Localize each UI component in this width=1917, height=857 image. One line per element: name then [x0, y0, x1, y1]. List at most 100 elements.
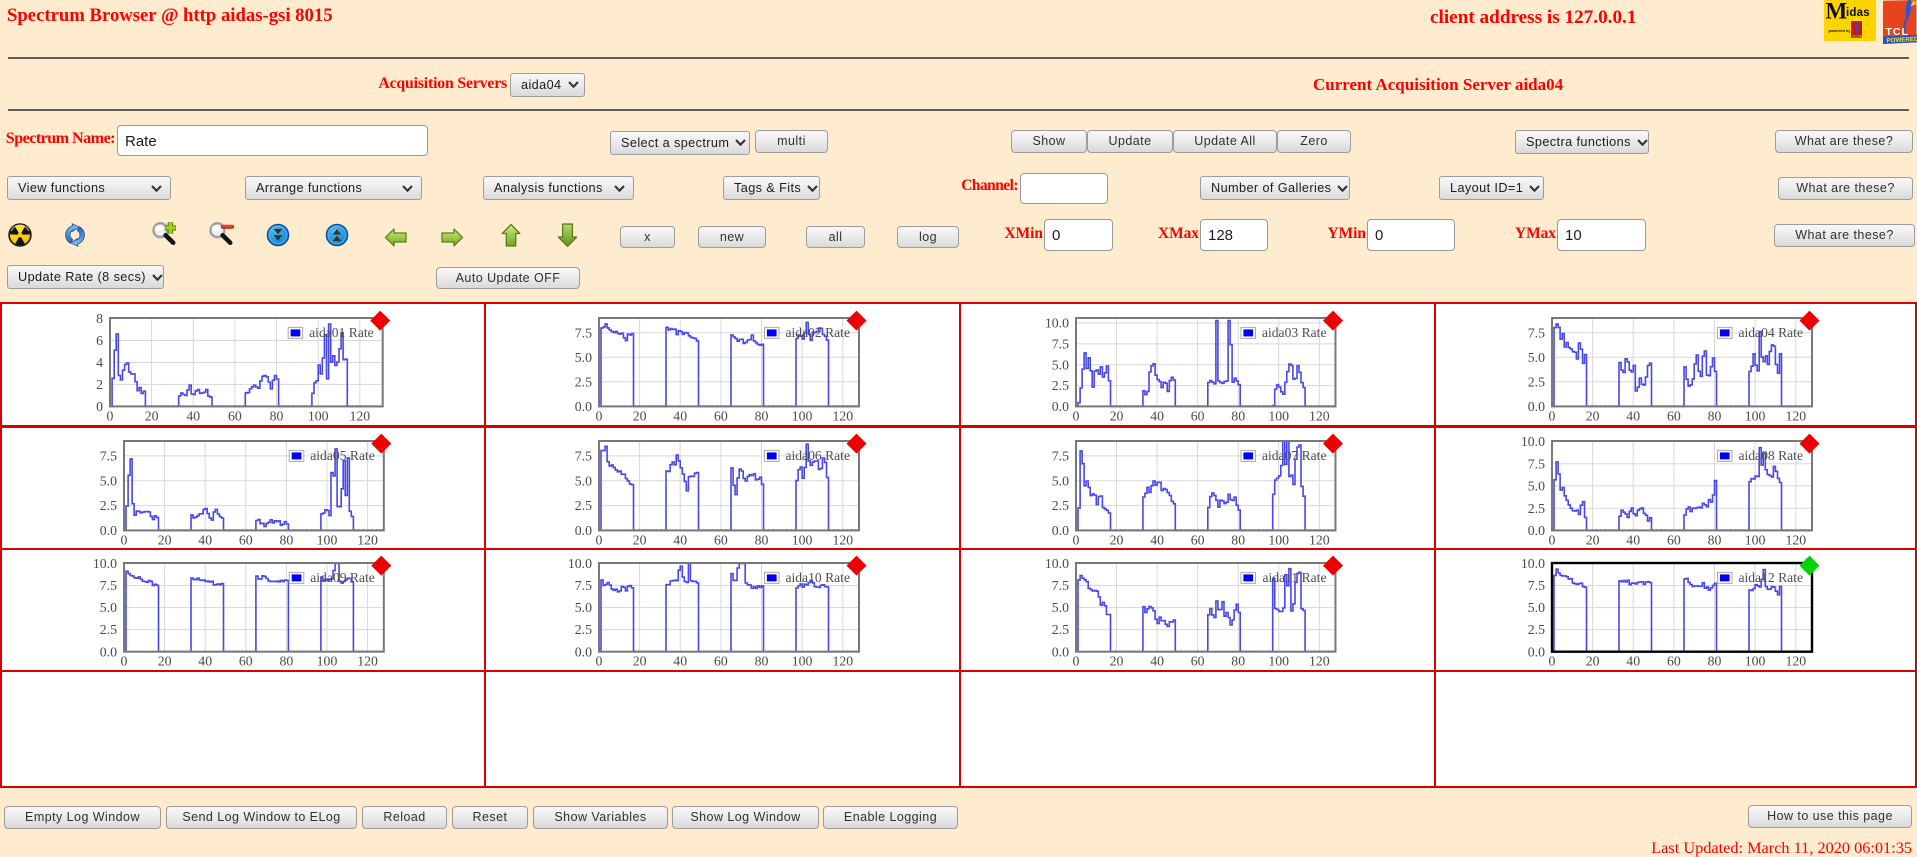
svg-text:60: 60	[1190, 532, 1204, 547]
svg-text:7.5: 7.5	[1051, 449, 1068, 464]
svg-text:5.0: 5.0	[100, 600, 117, 615]
svg-text:aida12 Rate: aida12 Rate	[1738, 570, 1803, 585]
svg-text:10.0: 10.0	[1044, 556, 1068, 571]
svg-text:0.0: 0.0	[1527, 523, 1544, 538]
svg-text:0: 0	[1548, 654, 1555, 669]
svg-text:0.0: 0.0	[100, 523, 117, 538]
svg-text:aida05 Rate: aida05 Rate	[310, 448, 375, 463]
svg-text:60: 60	[714, 654, 728, 669]
svg-text:100: 100	[308, 408, 329, 423]
svg-text:120: 120	[832, 654, 853, 669]
svg-text:5.0: 5.0	[100, 473, 117, 488]
svg-text:0: 0	[120, 654, 127, 669]
svg-text:40: 40	[198, 532, 212, 547]
svg-text:0.0: 0.0	[100, 644, 117, 659]
svg-text:20: 20	[1585, 408, 1599, 423]
svg-text:0: 0	[596, 532, 603, 547]
svg-text:5.0: 5.0	[1527, 350, 1544, 365]
svg-text:0: 0	[96, 399, 103, 414]
svg-text:0.0: 0.0	[575, 523, 592, 538]
svg-text:7.5: 7.5	[1051, 578, 1068, 593]
svg-text:60: 60	[1190, 654, 1204, 669]
svg-text:0: 0	[1548, 532, 1555, 547]
svg-text:5.0: 5.0	[575, 600, 592, 615]
svg-text:aida04 Rate: aida04 Rate	[1738, 325, 1803, 340]
svg-text:5.0: 5.0	[575, 473, 592, 488]
svg-text:5.0: 5.0	[1051, 473, 1068, 488]
svg-text:7.5: 7.5	[575, 578, 592, 593]
svg-text:2.5: 2.5	[1051, 498, 1068, 513]
svg-text:8: 8	[96, 311, 103, 326]
svg-text:60: 60	[1667, 408, 1681, 423]
svg-text:20: 20	[144, 408, 158, 423]
svg-text:80: 80	[279, 532, 293, 547]
svg-text:20: 20	[633, 408, 647, 423]
svg-text:0.0: 0.0	[1527, 644, 1544, 659]
svg-text:aida09 Rate: aida09 Rate	[310, 570, 375, 585]
svg-text:60: 60	[714, 532, 728, 547]
svg-text:0: 0	[596, 408, 603, 423]
svg-text:60: 60	[1667, 654, 1681, 669]
svg-text:2.5: 2.5	[575, 374, 592, 389]
svg-text:2.5: 2.5	[575, 498, 592, 513]
svg-text:10.0: 10.0	[568, 556, 592, 571]
svg-text:aida02 Rate: aida02 Rate	[785, 325, 850, 340]
svg-text:40: 40	[673, 408, 687, 423]
svg-text:20: 20	[1585, 654, 1599, 669]
svg-text:100: 100	[317, 532, 338, 547]
svg-text:20: 20	[633, 532, 647, 547]
svg-text:5.0: 5.0	[1527, 479, 1544, 494]
svg-text:120: 120	[1308, 408, 1329, 423]
svg-text:2.5: 2.5	[1051, 622, 1068, 637]
svg-text:40: 40	[1626, 654, 1640, 669]
svg-text:aida08 Rate: aida08 Rate	[1738, 448, 1803, 463]
svg-text:80: 80	[755, 532, 769, 547]
svg-text:40: 40	[198, 654, 212, 669]
svg-text:40: 40	[673, 654, 687, 669]
svg-text:120: 120	[1785, 408, 1806, 423]
svg-text:120: 120	[357, 654, 378, 669]
svg-text:7.5: 7.5	[100, 449, 117, 464]
svg-text:120: 120	[832, 532, 853, 547]
svg-text:120: 120	[1785, 654, 1806, 669]
svg-text:0.0: 0.0	[575, 399, 592, 414]
svg-text:40: 40	[1150, 654, 1164, 669]
svg-text:aida06 Rate: aida06 Rate	[785, 448, 850, 463]
svg-text:120: 120	[349, 408, 370, 423]
svg-text:60: 60	[714, 408, 728, 423]
svg-text:100: 100	[1268, 654, 1289, 669]
svg-text:10.0: 10.0	[1520, 434, 1544, 449]
svg-text:0: 0	[1548, 408, 1555, 423]
svg-text:5.0: 5.0	[1051, 357, 1068, 372]
svg-text:2.5: 2.5	[1051, 378, 1068, 393]
svg-text:0: 0	[1072, 408, 1079, 423]
svg-text:7.5: 7.5	[100, 578, 117, 593]
svg-text:80: 80	[1231, 532, 1245, 547]
svg-text:2.5: 2.5	[1527, 374, 1544, 389]
svg-text:0.0: 0.0	[1051, 523, 1068, 538]
svg-text:60: 60	[239, 654, 253, 669]
svg-text:aida07 Rate: aida07 Rate	[1261, 448, 1326, 463]
svg-text:20: 20	[1109, 532, 1123, 547]
svg-text:80: 80	[755, 654, 769, 669]
svg-text:40: 40	[673, 532, 687, 547]
svg-text:100: 100	[1268, 532, 1289, 547]
svg-text:2.5: 2.5	[1527, 501, 1544, 516]
svg-text:0.0: 0.0	[1051, 644, 1068, 659]
svg-text:0: 0	[1072, 532, 1079, 547]
svg-text:120: 120	[357, 532, 378, 547]
svg-text:aida11 Rate: aida11 Rate	[1262, 570, 1326, 585]
svg-text:7.5: 7.5	[1051, 336, 1068, 351]
svg-text:100: 100	[1744, 408, 1765, 423]
svg-text:0: 0	[106, 408, 113, 423]
svg-text:M: M	[1826, 0, 1848, 24]
svg-text:0.0: 0.0	[575, 644, 592, 659]
svg-text:20: 20	[633, 654, 647, 669]
svg-text:40: 40	[1150, 408, 1164, 423]
svg-text:2: 2	[96, 377, 103, 392]
svg-text:100: 100	[792, 408, 813, 423]
svg-text:80: 80	[269, 408, 283, 423]
svg-text:60: 60	[239, 532, 253, 547]
svg-text:80: 80	[1707, 654, 1721, 669]
svg-text:0: 0	[120, 532, 127, 547]
